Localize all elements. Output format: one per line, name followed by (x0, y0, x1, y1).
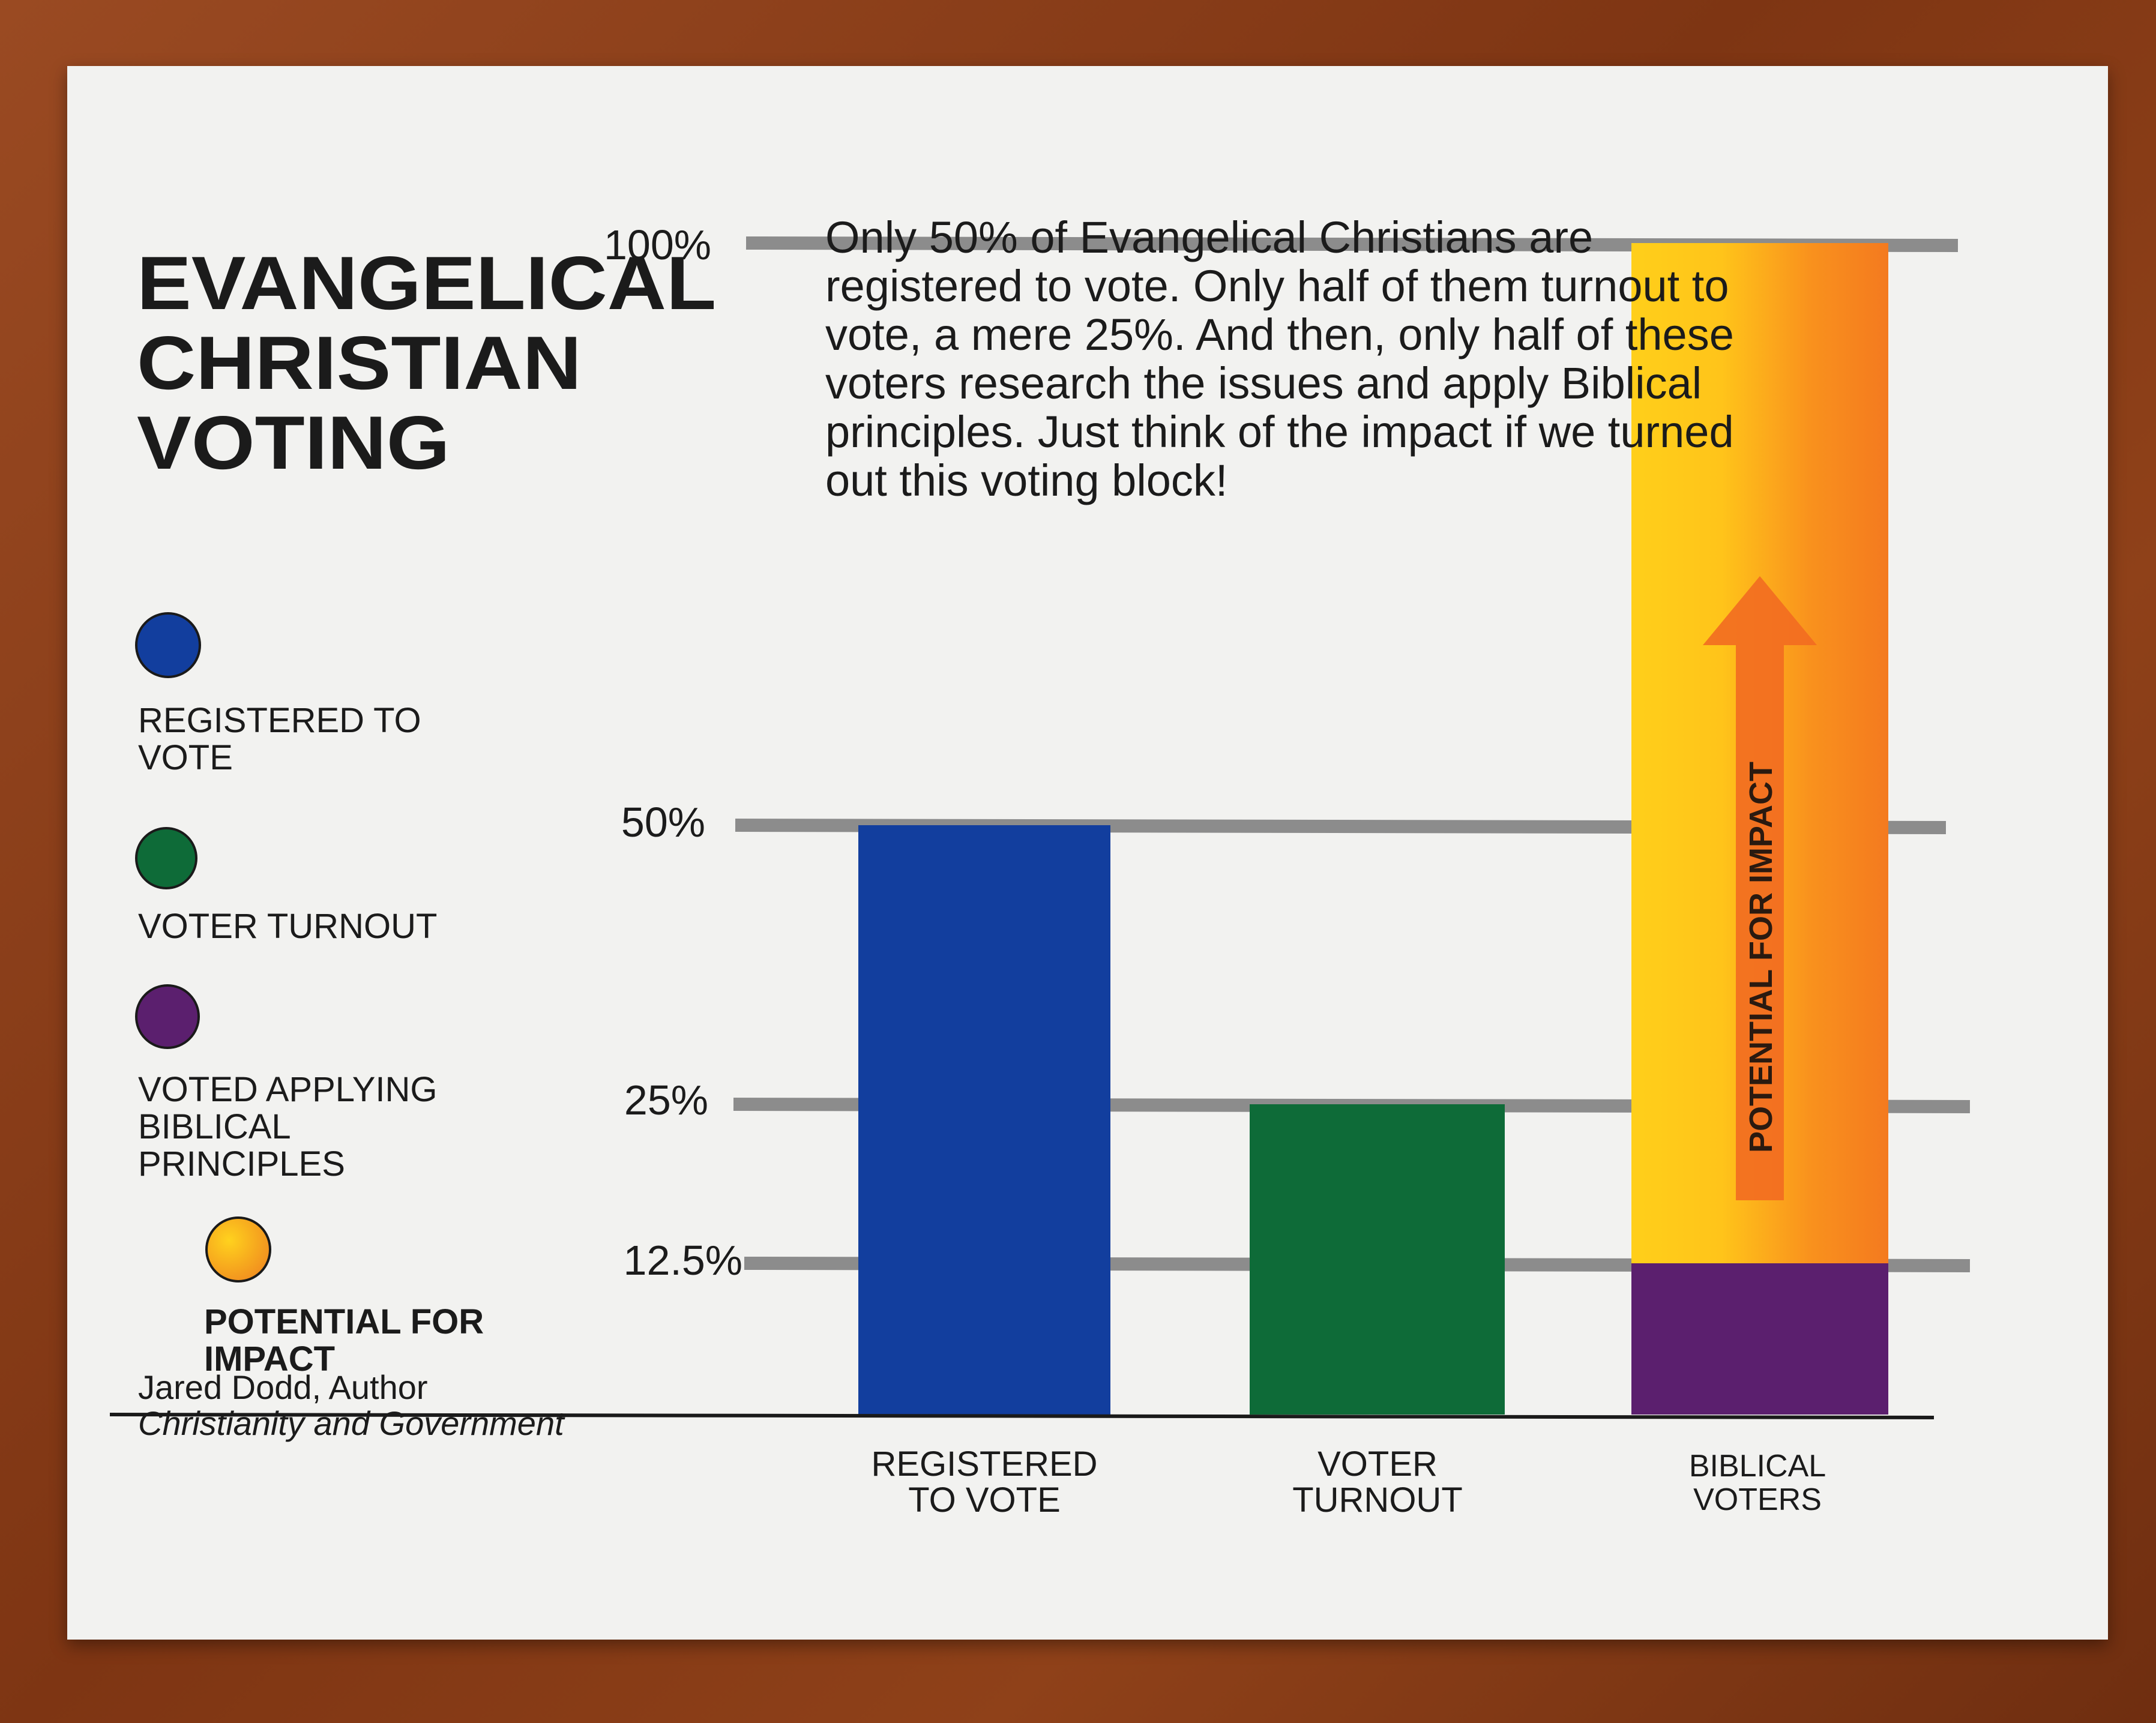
y-tick-25: 25% (624, 1077, 708, 1123)
description-line-4: voters research the issues and apply Bib… (825, 358, 1702, 408)
bar-3-series-3 (1631, 1263, 1888, 1415)
y-tick-100: 100% (603, 221, 711, 268)
author-name: Jared Dodd, Author (138, 1368, 428, 1406)
annotation-potential-for-impact: POTENTIAL FOR IMPACT (1743, 762, 1779, 1153)
description-line-3: vote, a mere 25%. And then, only half of… (825, 310, 1734, 359)
legend-dot-orange (205, 1216, 271, 1282)
legend-dot-purple (135, 984, 200, 1049)
x-axis-baseline (109, 1413, 1935, 1419)
legend-label-turnout: VOTER TURNOUT (138, 907, 438, 946)
arrow-up-icon (1703, 576, 1817, 1200)
legend-dot-green (135, 827, 197, 889)
bar-2-series-2 (1250, 1104, 1505, 1415)
title-line-3: VOTING (137, 400, 450, 485)
title-line-2: CHRISTIAN (137, 320, 582, 405)
annotation: POTENTIAL FOR IMPACT (1703, 576, 1817, 1200)
x-label-turnout: VOTER TURNOUT (1292, 1445, 1463, 1520)
y-tick-12-5: 12.5% (623, 1237, 742, 1284)
legend-dot-blue (135, 612, 201, 678)
description-text: Only 50% of Evangelical Christians are r… (825, 213, 1966, 505)
x-label-registered: REGISTERED TO VOTE (871, 1445, 1098, 1520)
description-line-5: principles. Just think of the impact if … (825, 407, 1734, 457)
y-tick-50: 50% (621, 799, 705, 846)
author-credit: Jared Dodd, Author Christianity and Gove… (138, 1370, 564, 1442)
legend-label-registered: REGISTERED TO VOTE (138, 701, 421, 777)
chart-title: EVANGELICAL CHRISTIAN VOTING (137, 243, 915, 483)
title-line-1: EVANGELICAL (137, 241, 717, 325)
legend-label-potential: POTENTIAL FOR IMPACT (204, 1302, 484, 1379)
description-line-2: registered to vote. Only half of them tu… (825, 261, 1729, 311)
legend-label-biblical: VOTED APPLYING BIBLICAL PRINCIPLES (138, 1070, 438, 1183)
bar-1-series-1 (858, 825, 1110, 1415)
x-label-biblical: BIBLICAL VOTERS (1688, 1449, 1826, 1517)
description-line-1: Only 50% of Evangelical Christians are (825, 212, 1594, 262)
book-title: Christianity and Government (138, 1404, 564, 1442)
description-line-6: out this voting block! (825, 456, 1228, 505)
